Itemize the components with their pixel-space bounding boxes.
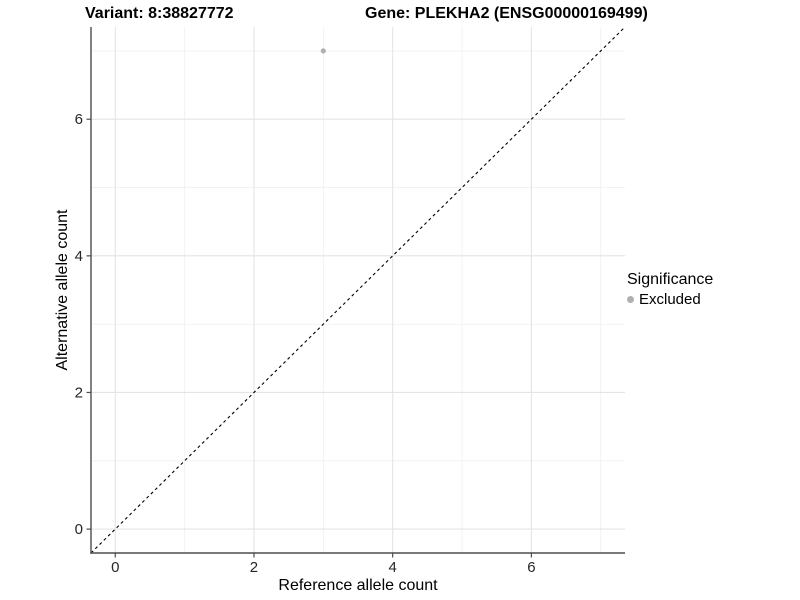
y-tick-label: 6 (75, 111, 83, 128)
y-tick-label: 4 (75, 248, 83, 265)
y-axis-title: Alternative allele count (54, 209, 71, 371)
x-axis-title: Reference allele count (278, 577, 438, 594)
legend-item-excluded: Excluded (627, 291, 713, 308)
legend-title: Significance (627, 271, 714, 288)
variant-title: Variant: 8:38827772 (85, 5, 234, 22)
gene-title: Gene: PLEKHA2 (ENSG00000169499) (365, 5, 648, 22)
x-tick-label: 2 (250, 559, 258, 576)
x-tick-label: 4 (389, 559, 397, 576)
x-tick-label: 0 (111, 559, 119, 576)
legend-point-icon (627, 296, 634, 303)
data-point (320, 48, 326, 54)
legend: Significance Excluded (627, 271, 713, 308)
legend-item-label: Excluded (639, 291, 701, 308)
y-tick-label: 2 (75, 384, 83, 401)
x-tick-label: 6 (527, 559, 535, 576)
y-tick-label: 0 (75, 521, 83, 538)
identity-line (90, 26, 626, 554)
